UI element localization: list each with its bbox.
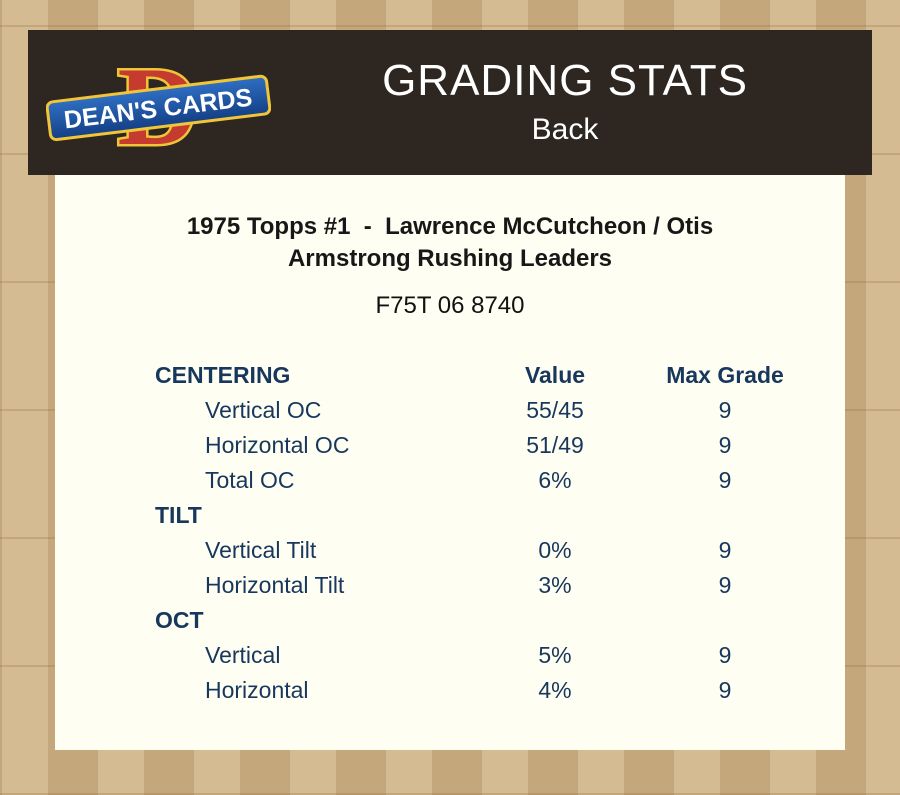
- row-label: Vertical Tilt: [205, 536, 317, 563]
- section-header-oct: OCT: [155, 606, 204, 633]
- page-subtitle: Back: [531, 112, 599, 146]
- row-max-grade: 9: [718, 431, 732, 458]
- deans-cards-logo-graphic: D DEAN'S CARDS: [45, 42, 271, 164]
- card-serial: F75T 06 8740: [375, 291, 525, 319]
- table-header-row: CENTERING Value Max Grade: [155, 358, 845, 393]
- row-label: Horizontal Tilt: [205, 571, 345, 598]
- table-row: Horizontal Tilt 3% 9: [155, 568, 845, 603]
- row-max-grade: 9: [718, 676, 732, 703]
- row-label: Vertical: [205, 641, 281, 668]
- row-label: Vertical OC: [205, 396, 322, 423]
- column-header-max-grade: Max Grade: [666, 361, 784, 388]
- row-max-grade: 9: [718, 641, 732, 668]
- row-value: 3%: [538, 571, 572, 598]
- header-bar: D DEAN'S CARDS GRADING STATS Back: [28, 30, 872, 175]
- row-value: 6%: [538, 466, 572, 493]
- row-max-grade: 9: [718, 536, 732, 563]
- card-title: 1975 Topps #1 - Lawrence McCutcheon / Ot…: [186, 213, 719, 273]
- row-max-grade: 9: [718, 571, 732, 598]
- table-row: Vertical 5% 9: [155, 638, 845, 673]
- row-value: 5%: [538, 641, 572, 668]
- logo-ribbon: [45, 74, 271, 141]
- row-value: 51/49: [526, 431, 584, 458]
- table-row: Horizontal 4% 9: [155, 673, 845, 708]
- header-text-block: GRADING STATS Back: [288, 58, 872, 146]
- column-header-value: Value: [524, 361, 586, 388]
- grading-table: CENTERING Value Max Grade Vertical OC 55…: [55, 358, 845, 708]
- row-max-grade: 9: [718, 466, 732, 493]
- table-row: Total OC 6% 9: [155, 463, 845, 498]
- table-row: Vertical OC 55/45 9: [155, 393, 845, 428]
- row-max-grade: 9: [718, 396, 732, 423]
- deans-cards-logo: D DEAN'S CARDS: [28, 42, 288, 164]
- row-label: Horizontal: [205, 676, 309, 703]
- row-value: 4%: [538, 676, 572, 703]
- section-header-tilt: TILT: [155, 501, 202, 528]
- table-row: Vertical Tilt 0% 9: [155, 533, 845, 568]
- table-section-row: TILT: [155, 498, 845, 533]
- table-section-row: OCT: [155, 603, 845, 638]
- row-label: Horizontal OC: [205, 431, 350, 458]
- row-value: 55/45: [526, 396, 584, 423]
- stats-panel: 1975 Topps #1 - Lawrence McCutcheon / Ot…: [55, 175, 845, 750]
- section-header-centering: CENTERING: [155, 361, 291, 388]
- table-row: Horizontal OC 51/49 9: [155, 428, 845, 463]
- row-value: 0%: [538, 536, 572, 563]
- row-label: Total OC: [205, 466, 295, 493]
- page-title: GRADING STATS: [382, 56, 748, 106]
